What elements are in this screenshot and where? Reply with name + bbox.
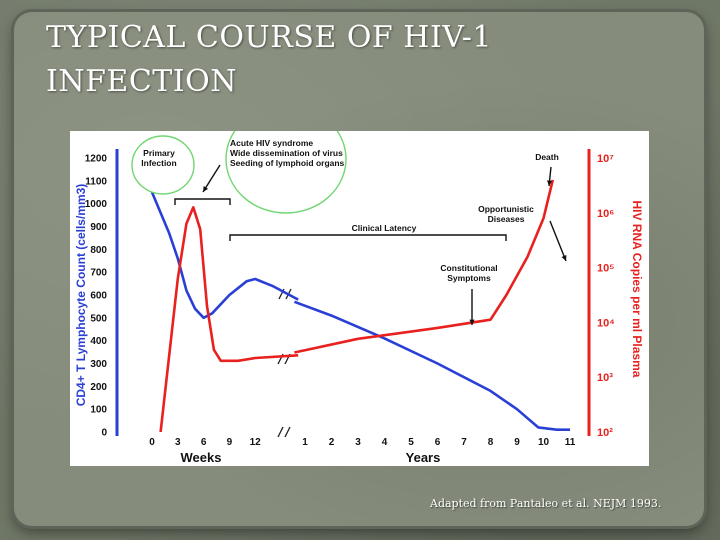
- x-axis-title-weeks: Weeks: [181, 450, 222, 465]
- arrow-opportunistic: [549, 220, 567, 262]
- x-tick-label-years: 7: [461, 437, 467, 448]
- left-tick-label: 300: [90, 359, 107, 370]
- x-tick-label-weeks: 6: [201, 437, 207, 448]
- right-tick-label: 10²: [597, 427, 613, 439]
- arrow-constitutional-head: [469, 319, 475, 325]
- left-tick-label: 1100: [85, 176, 107, 187]
- right-tick-label: 10⁷: [597, 153, 614, 165]
- annotation-death: Death: [535, 152, 559, 162]
- right-axis-title: HIV RNA Copies per ml Plasma: [630, 201, 644, 378]
- primary-infection-circle: [131, 135, 195, 195]
- annotation-acute-syndrome: Acute HIV syndrome Wide dissemination of …: [230, 138, 345, 168]
- page-title: TYPICAL COURSE OF HIV-1 INFECTION: [46, 16, 606, 104]
- x-axis-break: [284, 426, 291, 438]
- x-tick-label-weeks: 0: [149, 437, 155, 448]
- x-tick-label-years: 6: [435, 437, 441, 448]
- title-line-1: TYPICAL COURSE OF HIV-1: [46, 20, 492, 55]
- x-tick-label-years: 5: [408, 437, 414, 448]
- x-tick-label-years: 10: [538, 437, 550, 448]
- hiv-course-chart: 0100200300400500600700800900100011001200…: [74, 131, 644, 465]
- x-tick-label-weeks: 3: [175, 437, 181, 448]
- title-line-2: INFECTION: [46, 64, 237, 99]
- left-tick-label: 400: [90, 336, 107, 347]
- bracket-clinical-latency: [229, 234, 507, 241]
- cd4-line-years: [293, 300, 570, 431]
- left-tick-label: 800: [90, 245, 107, 256]
- cd4-line-weeks: [150, 191, 299, 320]
- annotation-constitutional: Constitutional Symptoms: [440, 263, 497, 283]
- left-tick-label: 600: [90, 291, 107, 302]
- rna-line-years: [294, 179, 555, 354]
- right-tick-label: 10⁶: [597, 208, 614, 220]
- chart-panel: 0 100 200 300 400 500 600 700 800 900 1000 1100 1200…: [70, 131, 649, 466]
- x-tick-label-years: 9: [514, 437, 520, 448]
- left-tick-label: 1200: [85, 154, 108, 165]
- annotation-primary-infection: Primary Infection: [141, 148, 176, 168]
- x-tick-label-years: 1: [302, 437, 308, 448]
- left-tick-label: 700: [90, 268, 107, 279]
- right-tick-label: 10⁵: [597, 263, 614, 275]
- x-axis-title-years: Years: [406, 450, 441, 465]
- x-tick-label-years: 2: [329, 437, 335, 448]
- left-tick-label: 500: [90, 313, 107, 324]
- x-tick-label-weeks: 12: [250, 437, 262, 448]
- right-tick-label: 10⁴: [597, 317, 615, 329]
- arrow-acute-syndrome-head: [203, 186, 209, 192]
- x-tick-label-years: 8: [488, 437, 494, 448]
- arrow-opportunistic-head: [561, 255, 567, 261]
- left-tick-label: 0: [101, 428, 107, 439]
- arrow-death-head: [546, 180, 553, 186]
- x-tick-label-weeks: 9: [227, 437, 233, 448]
- left-tick-label: 100: [90, 405, 107, 416]
- left-tick-label: 200: [90, 382, 107, 393]
- source-caption: Adapted from Pantaleo et al. NEJM 1993.: [430, 497, 662, 510]
- bracket-acute-phase: [174, 198, 231, 205]
- annotation-clinical-latency: Clinical Latency: [352, 223, 417, 233]
- left-tick-label: 900: [90, 222, 107, 233]
- right-tick-label: 10³: [597, 372, 613, 384]
- left-axis-title: CD4+ T Lymphocyte Count (cells/mm3): [74, 184, 88, 407]
- rna-line-weeks: [159, 206, 299, 433]
- left-tick-label: 1000: [85, 199, 108, 210]
- annotation-opportunistic: Opportunistic Diseases: [478, 204, 534, 224]
- x-tick-label-years: 4: [382, 437, 388, 448]
- acute-syndrome-circle: [225, 131, 347, 214]
- x-tick-label-years: 11: [565, 437, 576, 448]
- x-axis-break: [277, 426, 284, 438]
- x-tick-label-years: 3: [355, 437, 361, 448]
